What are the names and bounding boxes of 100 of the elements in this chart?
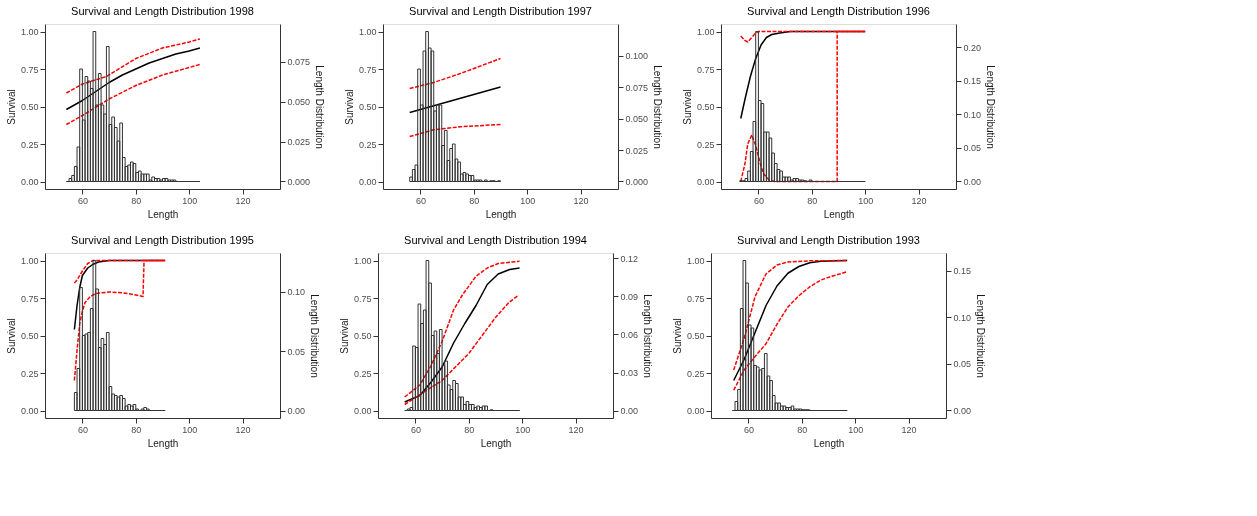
y-tick-label: 0.25 — [696, 139, 715, 150]
y2-tick-label: 0.03 — [620, 368, 639, 378]
x-tick-label: 60 — [743, 424, 754, 435]
x-tick-label: 80 — [807, 195, 818, 206]
y-tick-label: 0.00 — [358, 177, 377, 187]
y-tick-label: 0.50 — [20, 102, 39, 112]
line-series — [65, 38, 201, 94]
y-tick-label: 0.00 — [696, 177, 715, 187]
x-tick-label: 80 — [131, 424, 142, 435]
x-tick-label: 120 — [235, 195, 251, 206]
y2-tick-label: 0.20 — [963, 42, 982, 53]
y-tick-label: 0.50 — [20, 331, 39, 341]
y2-tick-label: 0.00 — [953, 405, 972, 416]
y2-tick-label: 0.000 — [625, 176, 649, 187]
chart-title: Survival and Length Distribution 1996 — [747, 5, 930, 18]
line-series — [408, 86, 502, 114]
y2-axis-title: Length Distribution — [314, 65, 326, 149]
y2-tick-label: 0.10 — [963, 109, 982, 120]
y2-tick-label: 0.00 — [963, 176, 982, 187]
y2-tick-label: 0.100 — [625, 51, 649, 62]
y2-tick-label: 0.10 — [953, 312, 972, 323]
x-tick-label: 80 — [469, 195, 480, 206]
y2-tick-label: 0.05 — [963, 143, 982, 154]
y2-axis-title: Length Distribution — [309, 294, 321, 378]
y2-tick-label: 0.15 — [963, 76, 982, 87]
y-axis-title: Survival — [671, 318, 683, 354]
chart-title: Survival and Length Distribution 1994 — [404, 234, 587, 247]
line-series — [65, 47, 201, 111]
x-axis-title: Length — [813, 437, 845, 449]
y-axis-title: Survival — [5, 89, 17, 125]
x-tick-label: 80 — [464, 424, 475, 435]
y-tick-label: 0.75 — [353, 293, 372, 304]
x-tick-label: 100 — [858, 195, 874, 206]
y2-tick-label: 0.00 — [620, 406, 639, 417]
chart-title: Survival and Length Distribution 1997 — [409, 5, 592, 18]
x-tick-label: 120 — [911, 195, 927, 206]
y2-tick-label: 0.09 — [620, 291, 639, 302]
y-axis-title: Survival — [681, 89, 693, 125]
x-tick-label: 60 — [410, 424, 421, 435]
y2-tick-label: 0.025 — [287, 137, 311, 148]
x-tick-label: 120 — [573, 195, 589, 206]
y-tick-label: 0.75 — [358, 64, 377, 75]
x-tick-label: 100 — [182, 424, 198, 435]
x-tick-label: 100 — [182, 195, 198, 206]
x-tick-label: 80 — [131, 195, 142, 206]
y-tick-label: 1.00 — [20, 27, 39, 37]
x-tick-label: 60 — [753, 195, 764, 206]
chart-title: Survival and Length Distribution 1998 — [71, 5, 254, 18]
y2-tick-label: 0.05 — [953, 359, 972, 370]
y-tick-label: 0.25 — [20, 368, 39, 379]
x-tick-label: 120 — [901, 424, 917, 435]
line-series — [732, 271, 848, 391]
y2-axis-title: Length Distribution — [642, 294, 654, 378]
y-tick-label: 0.25 — [353, 368, 372, 379]
y-tick-label: 1.00 — [686, 256, 705, 266]
y-tick-label: 0.00 — [353, 406, 372, 416]
y-axis-title: Survival — [338, 318, 350, 354]
y2-tick-label: 0.050 — [287, 97, 311, 108]
x-tick-label: 120 — [568, 424, 584, 435]
y2-tick-label: 0.12 — [620, 253, 639, 264]
y-tick-label: 0.50 — [353, 331, 372, 341]
x-axis-title: Length — [480, 437, 512, 449]
y2-axis-title: Length Distribution — [975, 294, 987, 378]
y-tick-label: 0.50 — [358, 102, 377, 112]
y2-tick-label: 0.050 — [625, 114, 649, 125]
chart-title: Survival and Length Distribution 1995 — [71, 234, 254, 247]
y-tick-label: 0.25 — [20, 139, 39, 150]
y2-tick-label: 0.15 — [953, 266, 972, 277]
y-tick-label: 0.25 — [686, 368, 705, 379]
y-axis-title: Survival — [5, 318, 17, 354]
x-tick-label: 120 — [235, 424, 251, 435]
y-tick-label: 1.00 — [353, 256, 372, 266]
y-tick-label: 0.50 — [686, 331, 705, 341]
x-tick-label: 100 — [520, 195, 536, 206]
x-axis-title: Length — [147, 437, 179, 449]
y-tick-label: 0.75 — [696, 64, 715, 75]
x-tick-label: 80 — [797, 424, 808, 435]
y-tick-label: 0.75 — [20, 293, 39, 304]
y2-tick-label: 0.06 — [620, 329, 639, 340]
y-axis-title: Survival — [343, 89, 355, 125]
y2-axis-title: Length Distribution — [985, 65, 997, 149]
x-tick-label: 100 — [515, 424, 531, 435]
x-tick-label: 100 — [848, 424, 864, 435]
line-series — [408, 123, 502, 138]
x-axis-title: Length — [485, 208, 517, 220]
chart-title: Survival and Length Distribution 1993 — [737, 234, 920, 247]
x-axis-title: Length — [147, 208, 179, 220]
y-tick-label: 1.00 — [20, 256, 39, 266]
y2-tick-label: 0.10 — [287, 287, 306, 298]
y2-tick-label: 0.075 — [287, 57, 311, 68]
y-tick-label: 0.00 — [686, 406, 705, 416]
x-tick-label: 60 — [77, 195, 88, 206]
y2-axis-title: Length Distribution — [652, 65, 664, 149]
y-tick-label: 0.00 — [20, 406, 39, 416]
line-series — [65, 63, 201, 126]
y2-tick-label: 0.000 — [287, 176, 311, 187]
x-tick-label: 60 — [77, 424, 88, 435]
y-tick-label: 0.25 — [358, 139, 377, 150]
y-tick-label: 0.00 — [20, 177, 39, 187]
line-series — [408, 57, 502, 90]
